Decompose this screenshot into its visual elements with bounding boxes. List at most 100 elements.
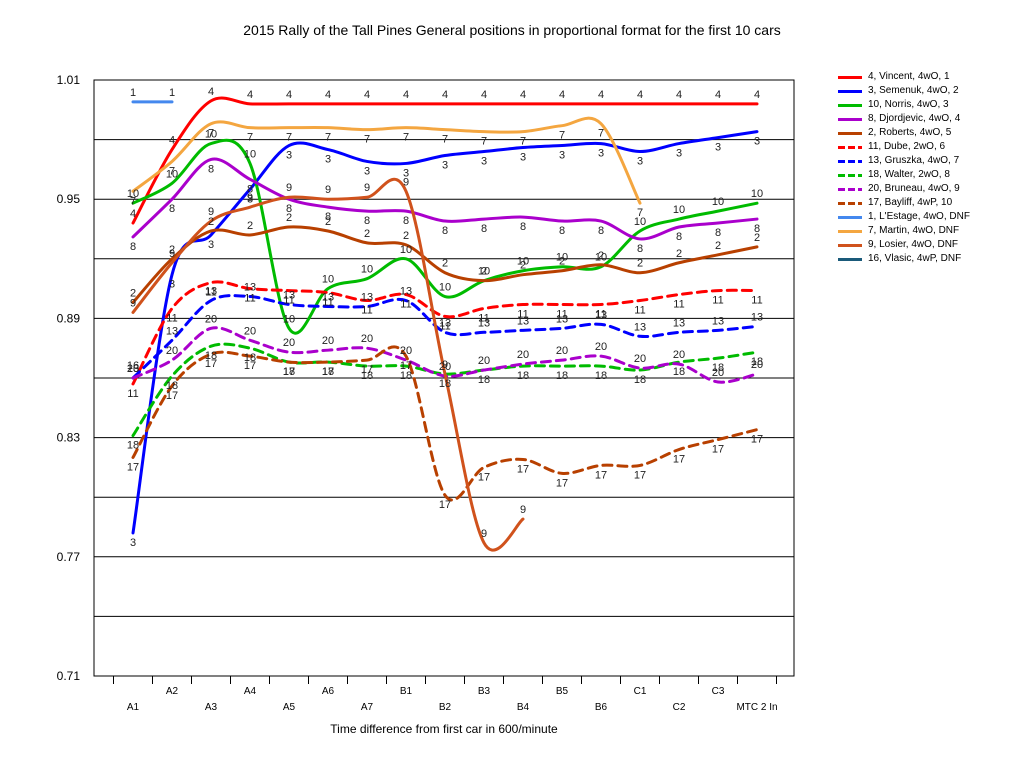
point-label: 10 xyxy=(322,274,334,286)
point-label: 20 xyxy=(400,345,412,357)
point-label: 7 xyxy=(520,136,526,148)
point-label: 13 xyxy=(205,286,217,298)
point-label: 13 xyxy=(556,313,568,325)
legend-label: 10, Norris, 4wO, 3 xyxy=(868,99,949,110)
point-label: 2 xyxy=(481,266,487,278)
point-label: 3 xyxy=(637,156,643,168)
point-label: 18 xyxy=(712,362,724,374)
legend-label: 4, Vincent, 4wO, 1 xyxy=(868,71,950,82)
point-label: 2 xyxy=(208,216,214,228)
legend-swatch xyxy=(838,187,862,191)
point-label: 11 xyxy=(439,320,450,332)
point-label: 7 xyxy=(208,128,214,140)
point-label: 7 xyxy=(169,165,175,177)
point-label: 9 xyxy=(208,206,214,218)
point-label: 8 xyxy=(403,215,409,227)
legend-item: 17, Bayliff, 4wP, 10 xyxy=(838,196,970,210)
point-label: 8 xyxy=(442,225,448,237)
point-label: 18 xyxy=(322,366,334,378)
legend-swatch xyxy=(838,103,862,107)
legend-label: 11, Dube, 2wO, 6 xyxy=(868,141,946,152)
point-label: 4 xyxy=(676,89,682,101)
x-tick-label: B2 xyxy=(439,702,452,713)
x-axis-title: Time difference from first car in 600/mi… xyxy=(330,722,558,736)
point-label: 11 xyxy=(634,305,645,317)
legend-label: 16, Vlasic, 4wP, DNF xyxy=(868,253,962,264)
x-tick-label: A1 xyxy=(127,702,140,713)
point-label: 18 xyxy=(439,378,451,390)
legend-item: 10, Norris, 4wO, 3 xyxy=(838,98,970,112)
point-label: 4 xyxy=(247,89,253,101)
legend-label: 17, Bayliff, 4wP, 10 xyxy=(868,197,953,208)
legend-swatch xyxy=(838,215,862,219)
point-label: 13 xyxy=(634,321,646,333)
point-label: 2 xyxy=(598,250,604,262)
point-label: 2 xyxy=(130,288,136,300)
point-label: 20 xyxy=(595,341,607,353)
legend-swatch xyxy=(838,75,862,79)
point-label: 7 xyxy=(247,132,253,144)
point-label: 4 xyxy=(169,135,175,147)
series-line xyxy=(131,280,759,386)
point-label: 17 xyxy=(673,454,685,466)
point-label: 7 xyxy=(325,132,331,144)
point-label: 20 xyxy=(322,335,334,347)
point-label: 13 xyxy=(244,282,256,294)
point-label: 8 xyxy=(364,215,370,227)
point-label: 4 xyxy=(637,89,643,101)
legend-item: 13, Gruszka, 4wO, 7 xyxy=(838,154,970,168)
y-tick-label: 0.77 xyxy=(57,550,81,564)
point-label: 3 xyxy=(598,148,604,160)
point-label: 1 xyxy=(169,87,175,99)
legend-swatch xyxy=(838,201,862,205)
point-label: 2 xyxy=(325,216,331,228)
x-tick-label: A7 xyxy=(361,702,374,713)
y-tick-label: 0.83 xyxy=(57,431,81,445)
point-label: 8 xyxy=(754,223,760,235)
point-label: 8 xyxy=(169,203,175,215)
point-label: 17 xyxy=(556,477,568,489)
point-label: 3 xyxy=(247,193,253,205)
point-label: 13 xyxy=(478,317,490,329)
point-label: 8 xyxy=(520,221,526,233)
point-label: 8 xyxy=(598,225,604,237)
point-label: 2 xyxy=(403,230,409,242)
point-label: 8 xyxy=(676,231,682,243)
point-label: 11 xyxy=(712,295,723,307)
point-label: 11 xyxy=(400,299,411,311)
legend-swatch xyxy=(838,145,862,149)
point-label: 17 xyxy=(166,390,178,402)
point-label: 4 xyxy=(598,89,604,101)
point-label: 20 xyxy=(244,325,256,337)
point-label: 18 xyxy=(556,370,568,382)
point-label: 20 xyxy=(478,355,490,367)
point-label: 10 xyxy=(283,313,295,325)
point-labels: 4 4 4 4 4 4 4 4 4 4 4 4 4 4 4 4 4 3 3 3 3 3 3 3 3 3 3 3 3 3 3 3 3 3 10 10 10… xyxy=(127,86,763,549)
x-tick-label: A3 xyxy=(205,702,218,713)
point-label: 18 xyxy=(361,370,373,382)
point-label: 13 xyxy=(517,315,529,327)
point-label: 4 xyxy=(559,89,565,101)
y-tick-label: 0.95 xyxy=(57,192,81,206)
point-label: 2 xyxy=(676,248,682,260)
legend-label: 3, Semenuk, 4wO, 2 xyxy=(868,85,959,96)
point-label: 7 xyxy=(364,134,370,146)
point-label: 11 xyxy=(322,297,333,309)
point-label: 16 xyxy=(127,360,139,372)
x-tick-label: B6 xyxy=(595,702,608,713)
point-label: 11 xyxy=(556,308,567,320)
x-tick-label: MTC 2 In xyxy=(736,702,777,713)
point-label: 10 xyxy=(205,129,217,141)
legend-swatch xyxy=(838,257,862,261)
point-label: 4 xyxy=(286,89,292,101)
point-label: 10 xyxy=(400,244,412,256)
legend-item: 7, Martin, 4wO, DNF xyxy=(838,224,970,238)
point-label: 8 xyxy=(130,241,136,253)
legend-swatch xyxy=(838,89,862,93)
point-label: 4 xyxy=(481,89,487,101)
chart-title: 2015 Rally of the Tall Pines General pos… xyxy=(243,22,781,38)
x-tick-label: A5 xyxy=(283,702,296,713)
point-label: 10 xyxy=(361,264,373,276)
point-label: 17 xyxy=(634,469,646,481)
